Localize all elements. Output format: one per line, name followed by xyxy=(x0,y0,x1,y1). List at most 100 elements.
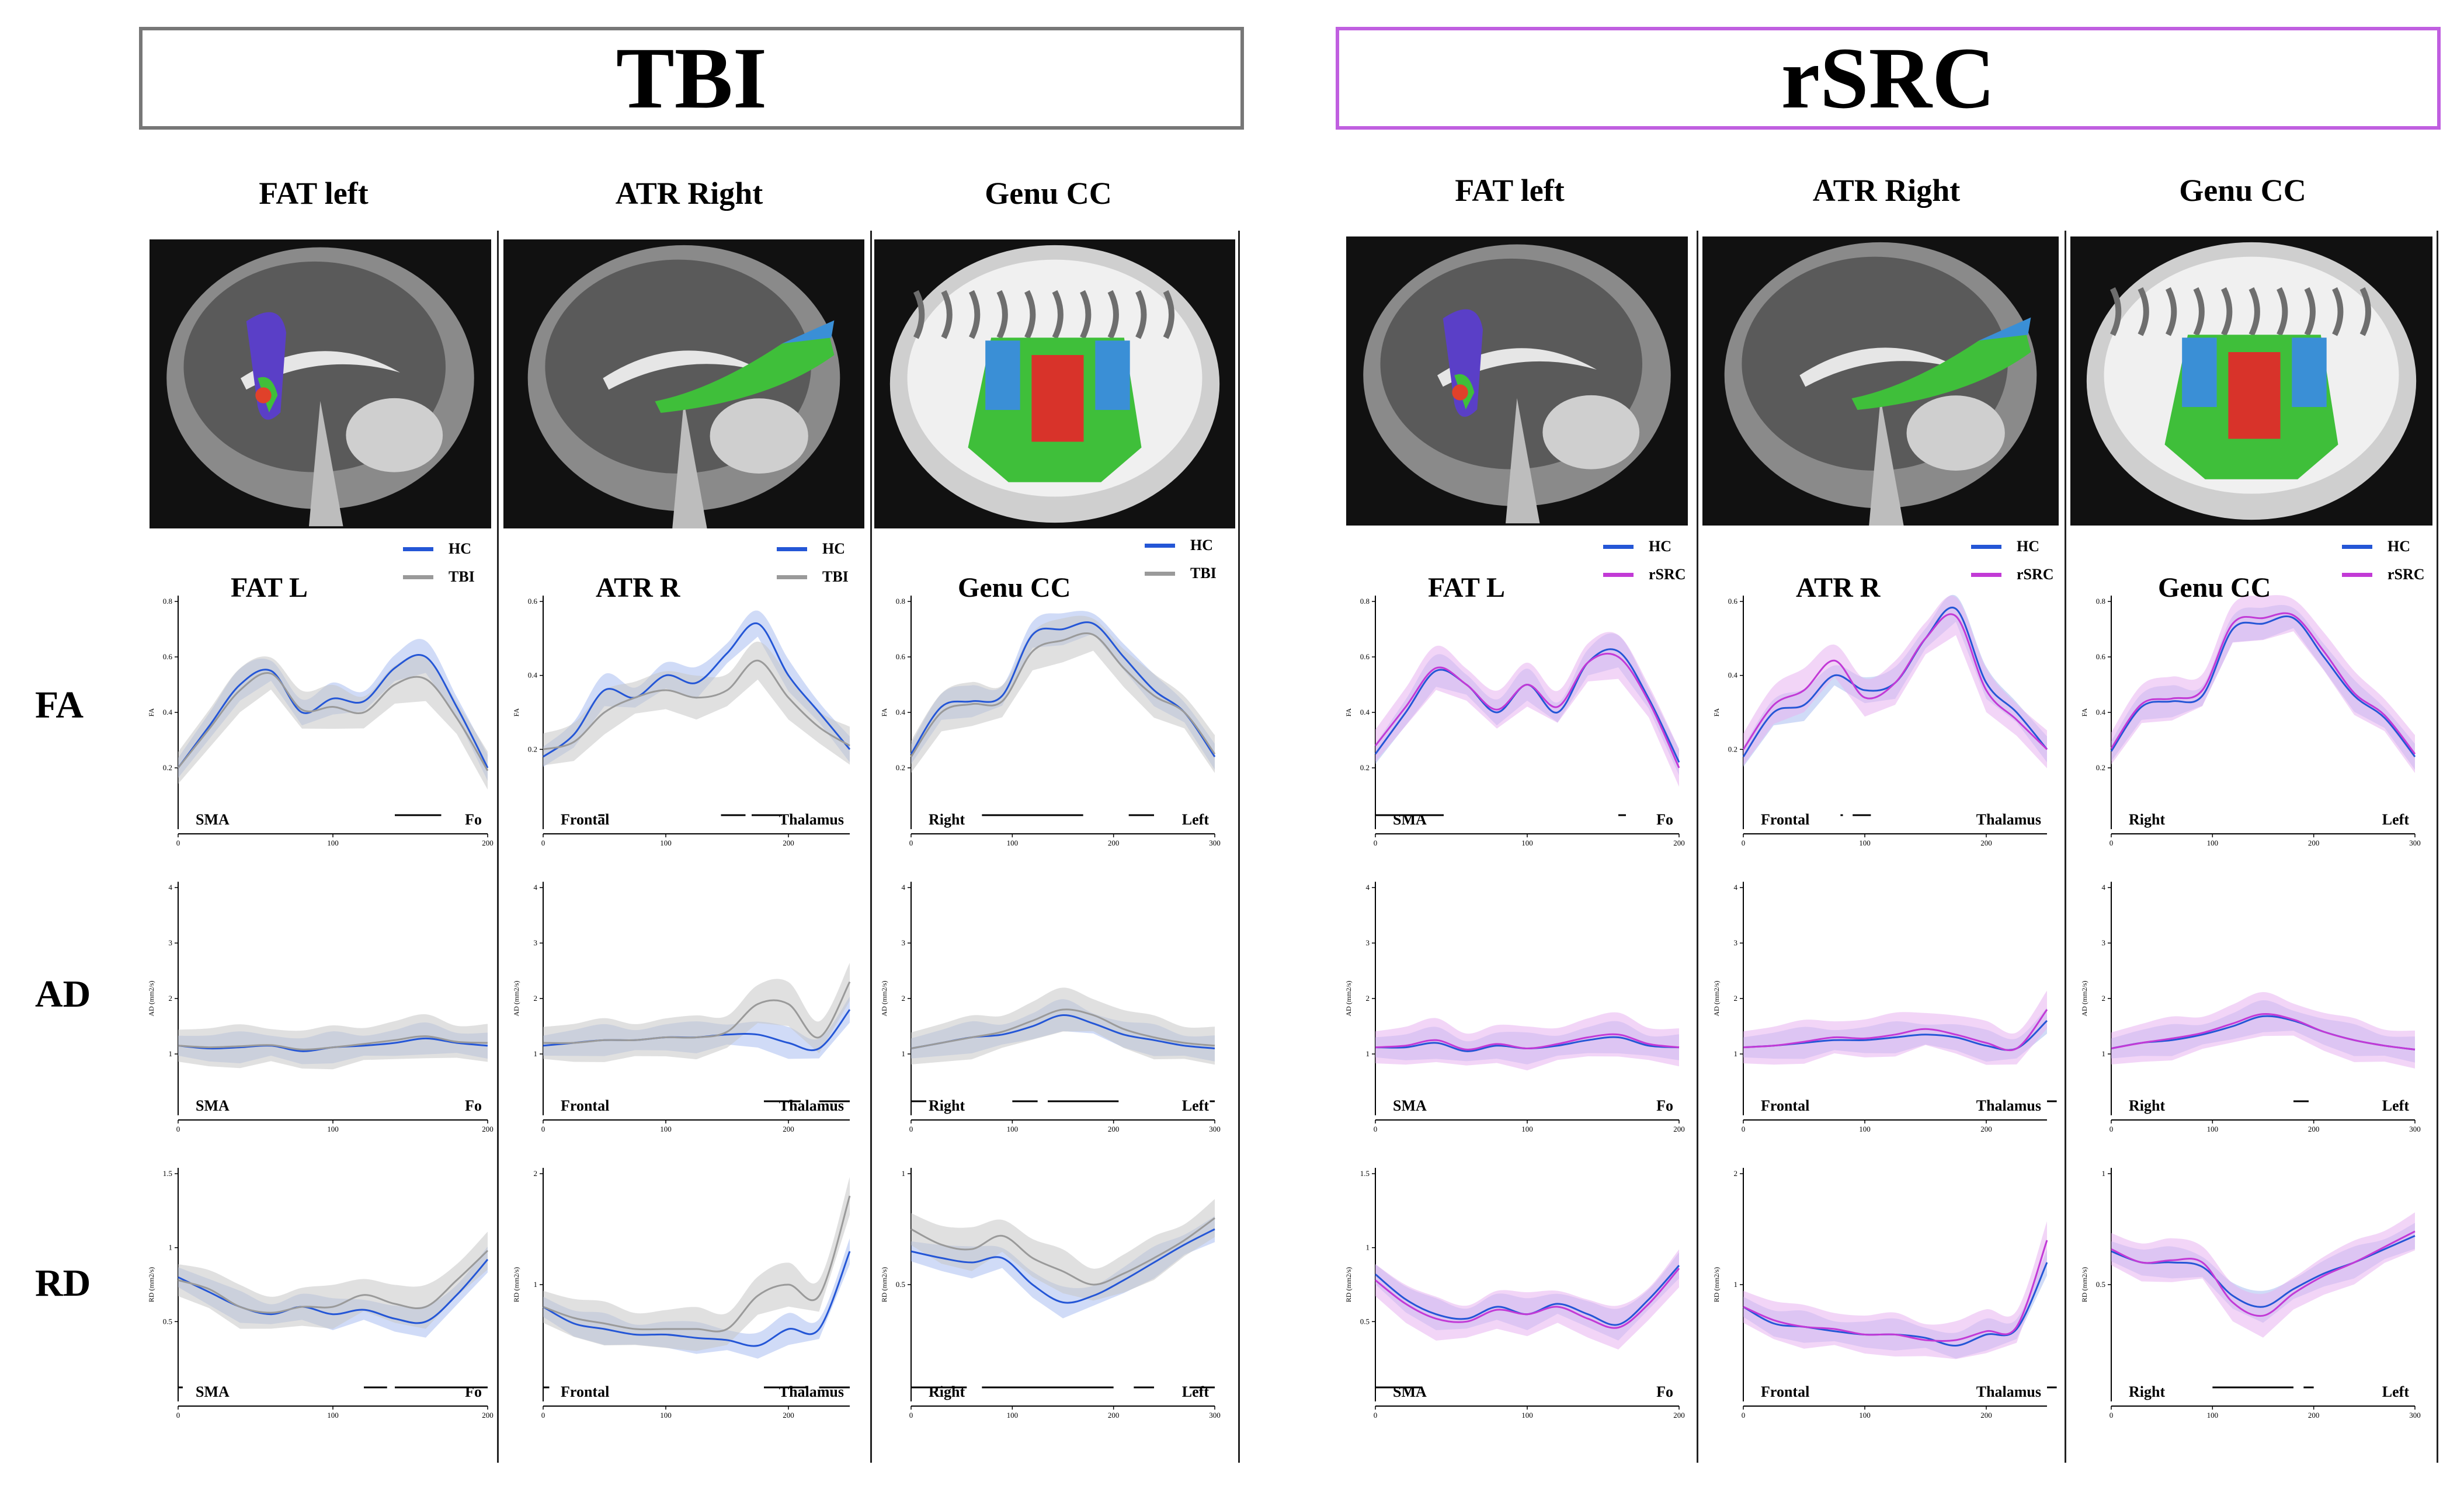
divider-line xyxy=(2437,231,2438,1463)
gyrus-shape xyxy=(2138,287,2149,336)
gyrus-shape xyxy=(1080,290,1092,339)
y-tick-label: 0.5 xyxy=(1360,1317,1370,1326)
ci-band-tbi xyxy=(543,963,850,1062)
x-tick-label: 0 xyxy=(1742,1411,1746,1420)
chart-title: Genu CC xyxy=(2158,572,2271,603)
ci-band-rsrc xyxy=(2111,991,2415,1069)
x-tick-label: 0 xyxy=(176,1411,180,1420)
y-tick-label: 2 xyxy=(2102,994,2106,1003)
gyrus-shape xyxy=(2359,287,2371,336)
row-label-fa: FA xyxy=(35,684,84,726)
x-tick-label: 0 xyxy=(176,1125,180,1133)
legend-label-hc: HC xyxy=(822,540,845,557)
tbi-title: TBI xyxy=(616,30,767,127)
legend-swatch-hc xyxy=(403,547,433,551)
divider-line xyxy=(1238,231,1240,1463)
x-tick-label: 200 xyxy=(1108,839,1120,847)
y-tick-label: 1 xyxy=(1366,1243,1370,1252)
chart-tbi-fat-l-ad: 1 2 3 4 0 100 200 AD (mm2/s) SMA Fo xyxy=(147,882,494,1133)
end-label-end: Fo xyxy=(465,1097,482,1114)
ci-band-tbi xyxy=(178,655,488,790)
legend-label-tbi: TBI xyxy=(1190,565,1217,582)
col-title-fat-left-rsrc: FAT left xyxy=(1455,173,1565,208)
x-tick-label: 0 xyxy=(1374,839,1378,847)
tract-fibers-genu-left xyxy=(2182,338,2217,408)
brainstem-shape xyxy=(1869,398,1904,526)
end-label-end: Fo xyxy=(1656,1383,1673,1400)
chart-rsrc-fat-l-ad: 1 2 3 4 0 100 200 AD (mm2/s) SMA Fo xyxy=(1344,882,1685,1133)
legend-swatch-tbi xyxy=(1145,571,1175,576)
series-line-hc xyxy=(910,1228,1215,1304)
ci-band-tbi xyxy=(911,1199,1215,1301)
legend-label-hc: HC xyxy=(1190,537,1213,554)
legend-label-tbi: TBI xyxy=(449,568,475,585)
y-tick-label: 1.5 xyxy=(1360,1169,1370,1178)
series-line-tbi xyxy=(543,981,851,1044)
series-line-rsrc xyxy=(1742,613,2048,750)
end-label-end: Left xyxy=(2382,1383,2410,1400)
end-label-start: Frontal xyxy=(1761,1097,1809,1114)
y-tick-label: 0.2 xyxy=(2096,763,2105,772)
chart-tbi-genu-cc-rd: 0.5 1 0 100 200 300 RD (mm2/s) Right Left xyxy=(880,1168,1221,1420)
ci-band-tbi xyxy=(178,1014,488,1070)
chart-rsrc-atr-r-ad: 1 2 3 4 0 100 200 AD (mm2/s) Frontal Thalamus xyxy=(1712,882,2057,1133)
legend-swatch-hc xyxy=(1603,544,1634,549)
x-tick-label: 300 xyxy=(2409,1411,2421,1420)
col-title-atr-right-tbi: ATR Right xyxy=(615,176,763,211)
brain-rendering xyxy=(1724,242,2037,526)
y-tick-label: 4 xyxy=(534,883,538,892)
x-tick-label: 100 xyxy=(1521,1125,1533,1133)
x-tick-label: 200 xyxy=(1108,1125,1120,1133)
legend-rsrc-genu: HC rSRC xyxy=(2342,533,2425,589)
cerebellum-shape xyxy=(710,398,808,474)
ci-band-tbi xyxy=(911,987,1215,1065)
gyrus-shape xyxy=(968,290,981,339)
x-tick-label: 100 xyxy=(1859,1125,1871,1133)
y-axis-label: FA xyxy=(147,708,155,716)
gyrus-shape xyxy=(941,290,953,339)
x-tick-label: 0 xyxy=(909,1411,913,1420)
legend-label-hc: HC xyxy=(449,540,471,557)
x-tick-label: 0 xyxy=(909,839,913,847)
x-tick-label: 200 xyxy=(482,1125,494,1133)
y-tick-label: 4 xyxy=(1366,883,1370,892)
cerebellum-shape xyxy=(346,398,443,472)
x-tick-label: 200 xyxy=(2308,1125,2320,1133)
legend-tbi-fat: HC TBI xyxy=(403,535,475,591)
y-axis-label: RD (mm2/s) xyxy=(147,1267,155,1302)
series-line-hc xyxy=(543,1251,851,1347)
series-line-rsrc xyxy=(1374,652,1680,768)
end-label-start: Frontal xyxy=(1761,811,1809,828)
end-label-start: Right xyxy=(929,1097,965,1114)
legend-label-hc: HC xyxy=(2017,538,2039,555)
legend-swatch-hc xyxy=(2342,544,2372,549)
y-axis-label: FA xyxy=(1344,708,1353,716)
end-label-start: SMA xyxy=(1393,1097,1427,1114)
series-line-rsrc xyxy=(2111,1013,2416,1050)
series-line-tbi xyxy=(910,1217,1215,1286)
series-line-hc xyxy=(177,653,489,768)
legend-swatch-tbi xyxy=(777,575,807,579)
ci-band-tbi xyxy=(543,1177,850,1351)
y-tick-label: 1 xyxy=(902,1169,906,1178)
y-tick-label: 2 xyxy=(169,994,173,1003)
series-line-hc xyxy=(543,622,851,758)
chart-title: FAT L xyxy=(1428,572,1505,603)
ci-band-rsrc xyxy=(2111,595,2415,773)
x-tick-label: 100 xyxy=(1521,839,1533,847)
y-tick-label: 0.6 xyxy=(1360,652,1370,661)
y-tick-label: 0.8 xyxy=(2096,597,2105,606)
legend-tbi-atr: HC TBI xyxy=(777,535,849,591)
x-tick-label: 0 xyxy=(541,839,545,847)
chart-tbi-atr-r-fa: 0.2 0.4 0.6 0 100 200 FA Frontal Thalamus ATR R xyxy=(512,572,851,847)
x-tick-label: 100 xyxy=(2207,1125,2219,1133)
chart-rsrc-fat-l-fa: 0.2 0.4 0.6 0.8 0 100 200 FA SMA Fo FAT L xyxy=(1344,572,1685,847)
legend-label-tbi: TBI xyxy=(822,568,849,585)
y-tick-label: 1 xyxy=(169,1243,173,1252)
end-label-start: Frontal xyxy=(1761,1383,1809,1400)
x-tick-label: 200 xyxy=(2308,839,2320,847)
x-tick-label: 200 xyxy=(1980,839,1992,847)
y-tick-label: 0.6 xyxy=(528,597,538,606)
legend-swatch-rsrc xyxy=(1971,572,2001,577)
y-axis-label: RD (mm2/s) xyxy=(1712,1267,1721,1302)
